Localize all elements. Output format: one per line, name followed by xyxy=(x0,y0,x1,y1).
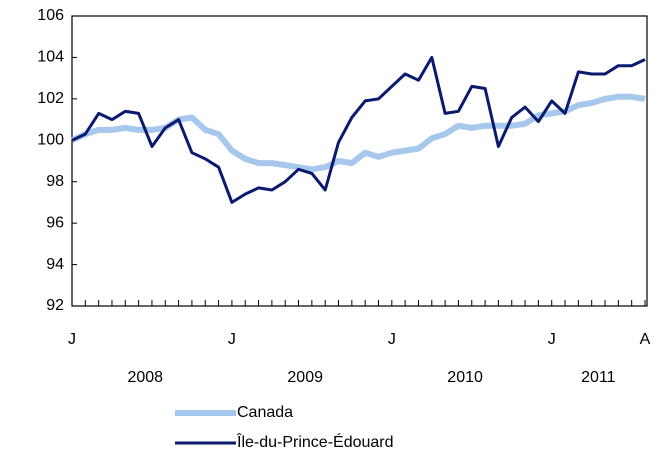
y-tick-label: 92 xyxy=(46,297,64,314)
x-tick-label: J xyxy=(228,331,236,348)
year-label: 2009 xyxy=(287,369,323,386)
y-tick-label: 104 xyxy=(37,49,64,66)
series-line xyxy=(71,55,646,204)
year-label: 2008 xyxy=(127,369,163,386)
x-tick-label: J xyxy=(68,331,76,348)
x-tick-label: J xyxy=(548,331,556,348)
y-tick-label: 102 xyxy=(37,90,64,107)
x-tick-label: J xyxy=(388,331,396,348)
year-label: 2011 xyxy=(581,369,616,386)
legend-label: Canada xyxy=(237,404,293,421)
y-tick-label: 98 xyxy=(46,173,64,190)
x-tick-label: A xyxy=(640,331,651,348)
plot-frame xyxy=(71,15,648,307)
y-tick-label: 96 xyxy=(46,214,64,231)
legend-label: Île-du-Prince-Édouard xyxy=(236,432,394,451)
y-tick-label: 100 xyxy=(37,132,64,149)
y-tick-label: 106 xyxy=(37,7,64,24)
year-label: 2010 xyxy=(447,369,483,386)
y-tick-label: 94 xyxy=(46,256,64,273)
